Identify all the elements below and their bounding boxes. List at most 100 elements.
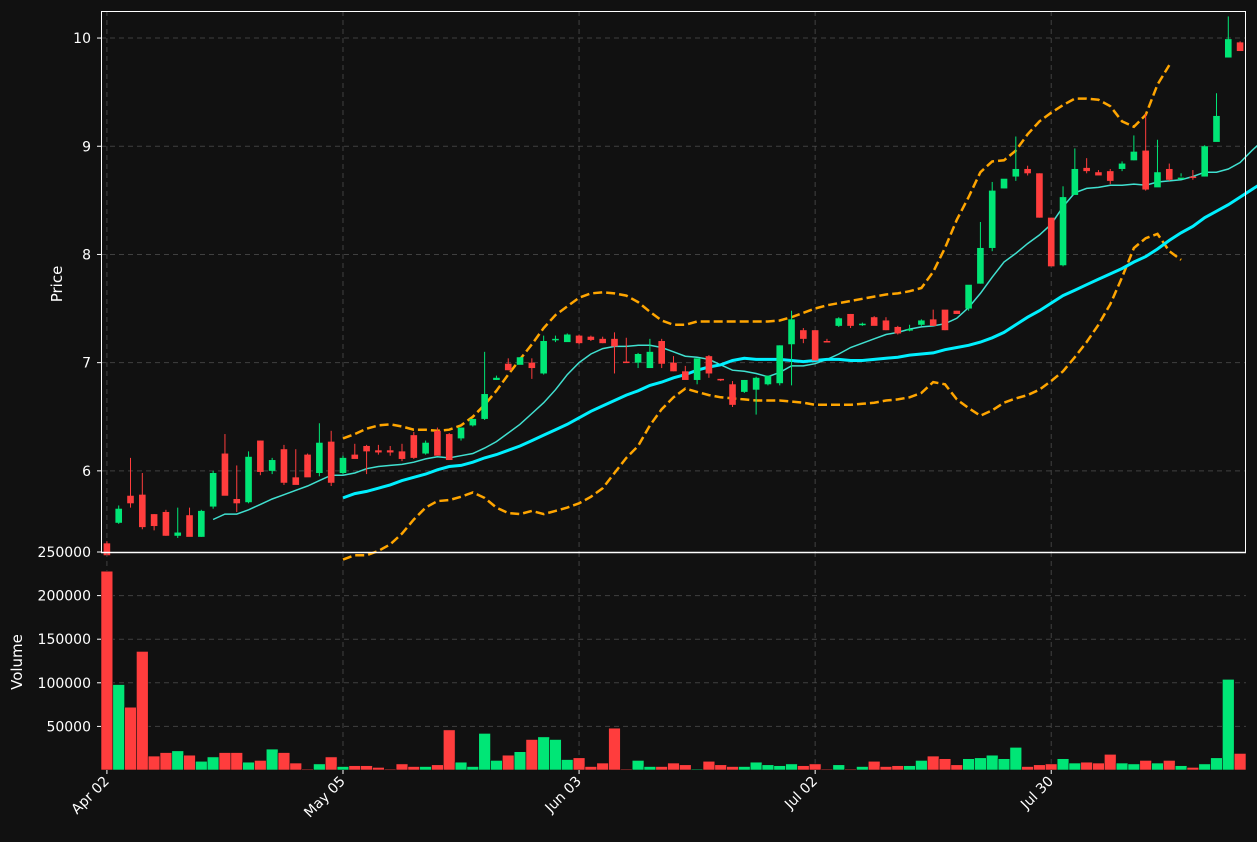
candle-body: [410, 435, 418, 458]
candle: [1142, 113, 1149, 191]
candle-body: [186, 515, 193, 537]
candle-body: [622, 361, 630, 364]
volume-bar: [608, 727, 621, 771]
volume-bar: [525, 739, 539, 771]
candle: [776, 345, 784, 386]
candle: [752, 376, 760, 415]
volume-bar: [690, 768, 704, 771]
candle-body: [1177, 177, 1185, 180]
candle-body: [1142, 150, 1149, 190]
candle: [1047, 217, 1055, 267]
volume-bar: [891, 765, 904, 771]
candle-body: [599, 338, 606, 344]
candle: [965, 284, 972, 311]
candle: [398, 443, 406, 462]
candle: [221, 434, 229, 496]
candle-body: [752, 377, 760, 390]
candle-body: [434, 430, 441, 456]
candle-body: [587, 336, 595, 340]
volume-bar: [1033, 764, 1046, 771]
volume-bar: [702, 760, 716, 771]
candle-body: [729, 384, 736, 405]
volume-bar: [879, 766, 893, 771]
candle-body: [823, 341, 831, 343]
candle: [198, 509, 205, 537]
candle: [693, 358, 701, 385]
candle: [953, 310, 961, 314]
candle-body: [953, 310, 961, 314]
moving-averages: [212, 144, 1257, 521]
candle-body: [528, 362, 536, 369]
volume-bar: [797, 765, 810, 771]
volume-bar: [1186, 767, 1200, 771]
candle-body: [257, 440, 264, 472]
candle-body: [292, 477, 300, 485]
volume-bar: [643, 766, 657, 771]
volume-bar: [1092, 762, 1105, 771]
candle-body: [776, 345, 784, 384]
candle: [528, 358, 536, 379]
candle: [1165, 163, 1173, 181]
candle: [741, 379, 748, 393]
volume-tick-label: 250000: [38, 545, 91, 561]
candle: [516, 357, 524, 365]
candle-body: [1213, 115, 1220, 142]
date-axis-ticks: Apr 02 May 05 Jun 03 Jul 02 Jul 30: [69, 770, 1057, 821]
volume-bar: [171, 750, 184, 771]
candle-body: [929, 319, 937, 326]
candle: [800, 328, 807, 344]
volume-bar: [903, 765, 916, 771]
candle-body: [1024, 168, 1031, 174]
volume-bar: [466, 766, 480, 771]
candle: [186, 507, 193, 537]
volume-bar: [206, 756, 220, 771]
candle-body: [681, 371, 689, 380]
candle-body: [481, 394, 488, 419]
candle-body: [268, 460, 276, 471]
candle-body: [965, 284, 972, 309]
volume-bar: [490, 760, 503, 771]
sma-slow-line: [342, 184, 1257, 500]
candle-body: [894, 326, 902, 334]
candle: [918, 319, 925, 326]
volume-bar: [773, 765, 786, 771]
candle: [575, 334, 583, 345]
candle-body: [115, 508, 123, 523]
candle-body: [139, 494, 146, 528]
candle-body: [245, 456, 252, 503]
candle: [859, 322, 866, 326]
candle-body: [1000, 178, 1008, 189]
volume-bar: [136, 651, 149, 771]
candle: [1189, 170, 1197, 180]
candle-body: [882, 320, 890, 331]
candle: [327, 430, 335, 486]
candle-body: [693, 358, 701, 380]
candle-body: [1106, 171, 1114, 181]
volume-bar: [1068, 762, 1082, 771]
volume-bar: [183, 754, 196, 771]
candle: [1036, 173, 1043, 218]
candle-body: [221, 453, 229, 496]
candle: [977, 221, 984, 284]
candle: [280, 444, 288, 485]
candle: [1236, 41, 1244, 52]
candle: [1083, 158, 1090, 174]
volume-bar: [738, 766, 751, 771]
volume-bar: [289, 762, 302, 771]
volume-bar: [549, 739, 562, 771]
candle-body: [516, 357, 524, 365]
candle: [929, 309, 937, 326]
volume-bar: [277, 752, 291, 771]
candle: [351, 443, 359, 459]
volume-tick-label: 150000: [38, 632, 91, 648]
candle-body: [316, 442, 323, 474]
candle: [587, 335, 595, 342]
candle-body: [870, 317, 878, 326]
candle-body: [1095, 172, 1102, 176]
candle: [681, 365, 689, 380]
candle-body: [575, 335, 583, 344]
candle-body: [504, 363, 512, 371]
volume-bar: [147, 755, 161, 771]
candle: [139, 473, 146, 530]
volume-bar: [1127, 763, 1141, 771]
